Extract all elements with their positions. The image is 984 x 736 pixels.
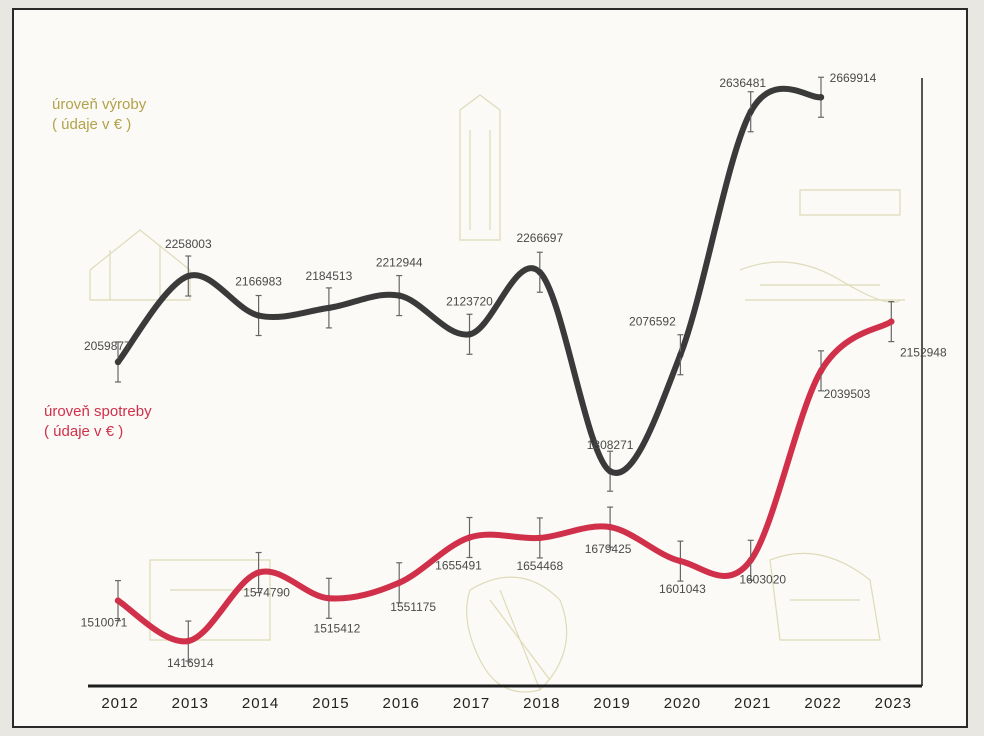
data-label: 2669914 [830, 71, 877, 85]
data-point [325, 304, 333, 312]
data-point [888, 318, 895, 325]
data-point [536, 269, 543, 276]
data-label: 1574790 [243, 586, 290, 600]
x-tick-label: 2021 [734, 695, 771, 712]
x-tick-label: 2018 [523, 695, 560, 712]
data-point [817, 367, 825, 375]
data-point [255, 569, 262, 576]
data-point [677, 351, 684, 358]
data-label: 1416914 [167, 656, 214, 670]
data-label: 2212944 [376, 256, 423, 270]
data-point [114, 597, 122, 604]
x-tick-label: 2019 [593, 695, 630, 712]
data-point [255, 312, 262, 319]
data-point [325, 595, 333, 602]
x-tick-label: 2015 [312, 695, 349, 712]
data-point [606, 523, 614, 531]
series-lines [115, 85, 895, 645]
x-tick-label: 2020 [664, 695, 701, 712]
data-label: 2123720 [446, 294, 493, 308]
data-point [677, 557, 684, 565]
data-label: 1603020 [739, 572, 786, 586]
data-label: 1601043 [659, 582, 706, 596]
data-label: 1655491 [435, 559, 482, 573]
data-point [114, 358, 122, 366]
x-tick-label: 2013 [172, 695, 209, 712]
consumption-series-title: úroveň spotreby ( údaje v € ) [44, 402, 152, 442]
axes [88, 78, 923, 688]
data-point [466, 331, 473, 338]
data-label: 2258003 [165, 237, 212, 251]
series-0-line [115, 85, 824, 476]
data-label: 2076592 [629, 315, 676, 329]
series-1-line [115, 318, 895, 645]
data-label: 2152948 [900, 346, 947, 360]
data-label: 2166983 [235, 275, 282, 289]
data-label: 2039503 [824, 387, 871, 401]
data-labels: 2059877 2258003 2166983 2184513 2212944 21237… [81, 71, 947, 670]
data-point [396, 292, 403, 299]
production-series-title: úroveň výroby ( údaje v € ) [52, 95, 146, 135]
data-label: 1510071 [81, 616, 128, 630]
data-label: 2184513 [306, 269, 353, 283]
data-label: 1679425 [585, 542, 632, 556]
data-label: 2266697 [516, 231, 563, 245]
x-tick-label: 2017 [453, 695, 490, 712]
data-point [536, 534, 543, 542]
x-tick-labels: 2012 2013 2014 2015 2016 2017 2018 2019 2020 2021… [101, 695, 912, 712]
data-point [466, 534, 473, 541]
data-label: 1515412 [314, 621, 361, 635]
data-point [606, 467, 614, 475]
data-label: 1808271 [587, 438, 634, 452]
consumption-title-line1: úroveň spotreby [44, 403, 152, 420]
data-point [817, 94, 825, 101]
production-title-line2: ( údaje v € ) [52, 116, 132, 133]
data-label: 2059877 [84, 339, 131, 353]
data-label: 2636481 [719, 76, 766, 90]
x-tick-label: 2012 [101, 695, 138, 712]
data-point [185, 272, 192, 280]
data-point [185, 637, 192, 645]
data-label: 1551175 [390, 600, 436, 614]
x-tick-label: 2014 [242, 695, 279, 712]
production-title-line1: úroveň výroby [52, 96, 147, 113]
data-marks [114, 76, 895, 662]
data-point [396, 579, 403, 586]
background-sketches [89, 94, 905, 693]
data-label: 1654468 [516, 559, 563, 573]
data-point [747, 108, 754, 115]
x-tick-label: 2023 [875, 695, 912, 712]
x-tick-label: 2016 [383, 695, 420, 712]
chart-frame [12, 8, 968, 728]
x-tick-label: 2022 [804, 695, 841, 712]
data-point [747, 557, 754, 564]
consumption-title-line2: ( údaje v € ) [44, 423, 124, 440]
